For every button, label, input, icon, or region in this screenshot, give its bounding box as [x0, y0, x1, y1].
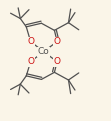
Text: O: O [27, 57, 34, 66]
Text: O: O [27, 37, 34, 46]
Text: Co: Co [38, 47, 50, 56]
Text: O: O [54, 57, 61, 66]
Text: O: O [54, 37, 61, 46]
